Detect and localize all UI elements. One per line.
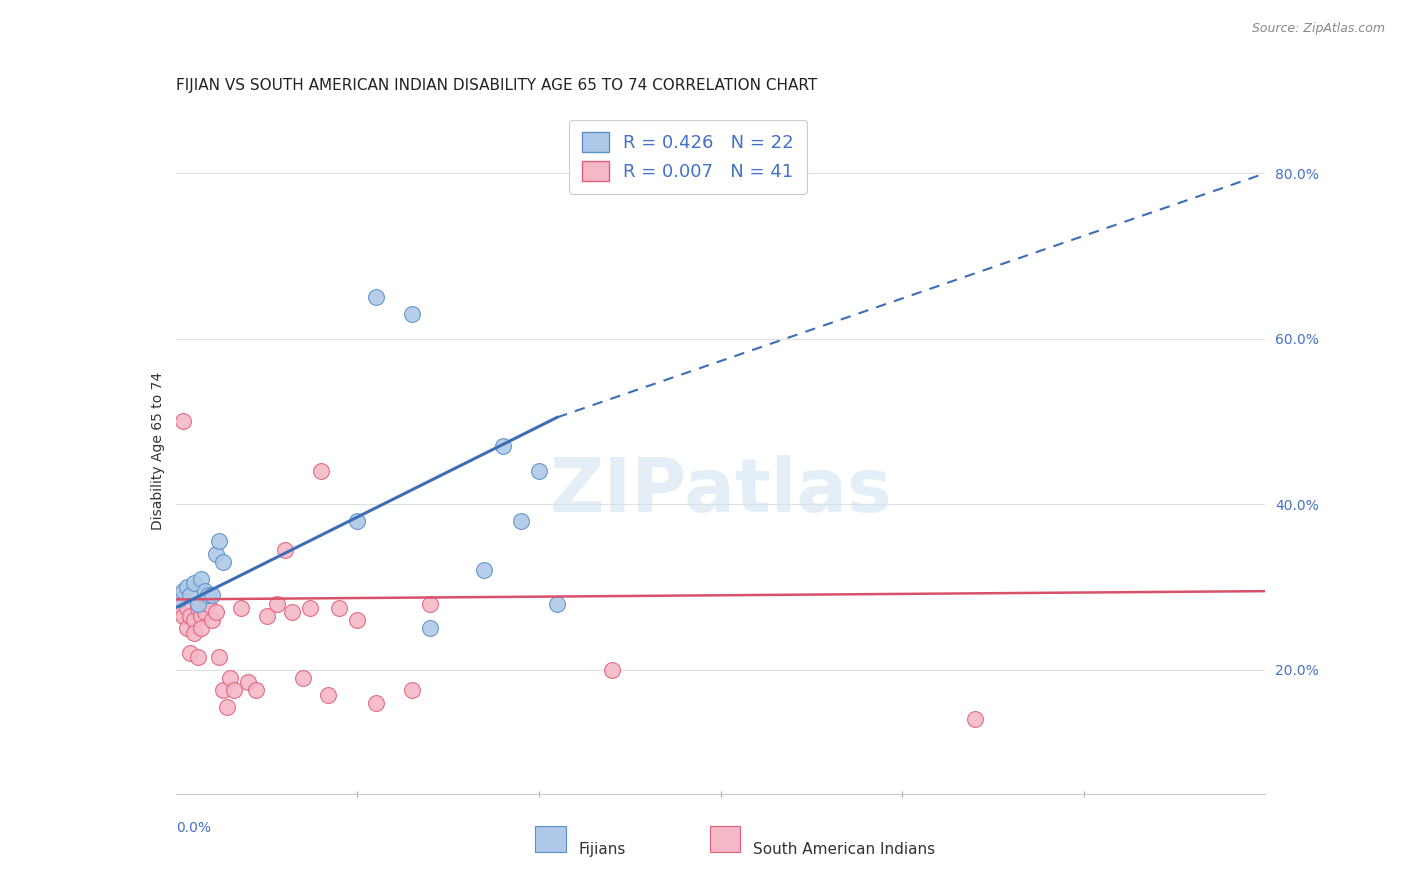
Point bbox=[600, 663, 623, 677]
Point bbox=[309, 464, 332, 478]
Point bbox=[219, 671, 242, 685]
Point bbox=[212, 555, 235, 569]
Text: 0.0%: 0.0% bbox=[176, 822, 211, 835]
Point bbox=[256, 609, 278, 624]
Point bbox=[179, 609, 201, 624]
Point bbox=[492, 439, 515, 453]
Point bbox=[197, 588, 219, 602]
Point bbox=[346, 613, 368, 627]
Point bbox=[190, 572, 212, 586]
Point bbox=[172, 609, 194, 624]
Point bbox=[963, 713, 986, 727]
Point bbox=[419, 597, 441, 611]
Point bbox=[186, 597, 209, 611]
Point bbox=[176, 580, 198, 594]
Point bbox=[194, 605, 217, 619]
Point bbox=[266, 597, 288, 611]
Point bbox=[172, 584, 194, 599]
Point bbox=[509, 514, 531, 528]
Point bbox=[186, 600, 209, 615]
Point bbox=[546, 597, 568, 611]
Point bbox=[179, 588, 201, 602]
Point bbox=[204, 605, 226, 619]
Text: ZIPatlas: ZIPatlas bbox=[550, 455, 891, 528]
Point bbox=[201, 588, 224, 602]
Point bbox=[364, 290, 387, 304]
Point bbox=[183, 625, 205, 640]
Point bbox=[318, 688, 340, 702]
Point bbox=[183, 575, 205, 590]
Point bbox=[215, 700, 238, 714]
Point bbox=[201, 613, 224, 627]
Point bbox=[176, 621, 198, 635]
Text: South American Indians: South American Indians bbox=[754, 842, 935, 857]
Point bbox=[208, 534, 231, 549]
Text: Source: ZipAtlas.com: Source: ZipAtlas.com bbox=[1251, 22, 1385, 36]
Point bbox=[169, 592, 191, 607]
Point bbox=[527, 464, 550, 478]
Point bbox=[328, 600, 350, 615]
Point bbox=[281, 605, 304, 619]
Y-axis label: Disability Age 65 to 74: Disability Age 65 to 74 bbox=[150, 371, 165, 530]
Point bbox=[176, 600, 198, 615]
Point bbox=[291, 671, 314, 685]
Point bbox=[419, 621, 441, 635]
Point bbox=[474, 564, 496, 578]
Point bbox=[169, 605, 191, 619]
Point bbox=[245, 683, 267, 698]
FancyBboxPatch shape bbox=[536, 826, 565, 852]
Point bbox=[169, 592, 191, 607]
Point bbox=[208, 650, 231, 665]
Point bbox=[231, 600, 253, 615]
Text: Fijians: Fijians bbox=[579, 842, 626, 857]
Point bbox=[190, 621, 212, 635]
Point bbox=[190, 609, 212, 624]
Point bbox=[238, 675, 260, 690]
Point bbox=[204, 547, 226, 561]
FancyBboxPatch shape bbox=[710, 826, 740, 852]
Point bbox=[401, 683, 423, 698]
Legend: R = 0.426   N = 22, R = 0.007   N = 41: R = 0.426 N = 22, R = 0.007 N = 41 bbox=[569, 120, 807, 194]
Point bbox=[186, 650, 209, 665]
Point bbox=[194, 584, 217, 599]
Point bbox=[222, 683, 245, 698]
Point bbox=[172, 415, 194, 429]
Point bbox=[346, 514, 368, 528]
Point bbox=[299, 600, 322, 615]
Point bbox=[401, 307, 423, 321]
Point bbox=[179, 646, 201, 660]
Point bbox=[183, 613, 205, 627]
Text: FIJIAN VS SOUTH AMERICAN INDIAN DISABILITY AGE 65 TO 74 CORRELATION CHART: FIJIAN VS SOUTH AMERICAN INDIAN DISABILI… bbox=[176, 78, 817, 94]
Point bbox=[274, 542, 297, 557]
Point bbox=[364, 696, 387, 710]
Point bbox=[212, 683, 235, 698]
Point bbox=[197, 597, 219, 611]
